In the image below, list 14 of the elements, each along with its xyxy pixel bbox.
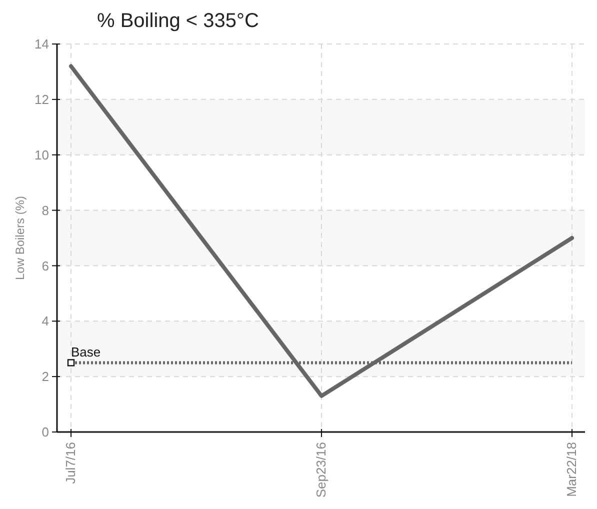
y-tick-label: 2 bbox=[42, 369, 49, 384]
ref-line-label: Base bbox=[71, 344, 101, 360]
y-tick-label: 12 bbox=[34, 92, 49, 107]
y-tick-label: 4 bbox=[42, 314, 49, 329]
y-tick-label: 8 bbox=[42, 202, 49, 218]
y-axis-title: Low Boilers (%) bbox=[13, 196, 27, 280]
chart-title: % Boiling < 335°C bbox=[97, 10, 259, 32]
y-tick-label: 14 bbox=[34, 36, 49, 52]
x-tick-label: Sep23/16 bbox=[314, 442, 328, 498]
x-tick-label: Jul7/16 bbox=[63, 442, 78, 484]
y-tick-label: 6 bbox=[42, 258, 49, 274]
x-tick-label: Mar22/18 bbox=[564, 442, 579, 497]
y-tick-label: 0 bbox=[42, 424, 49, 440]
y-tick-label: 10 bbox=[34, 147, 49, 162]
